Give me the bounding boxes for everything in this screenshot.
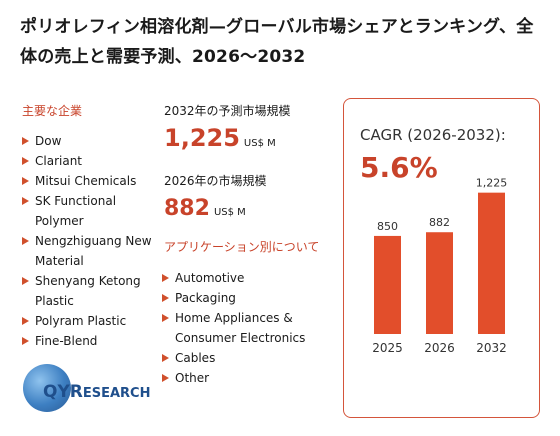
bullet-arrow-icon — [162, 274, 169, 282]
market-2026-unit: US$ M — [213, 207, 246, 218]
company-item: Dow — [22, 131, 157, 151]
cagr-panel: CAGR (2026-2032): 5.6% 850 2025 882 2026 1,2… — [343, 98, 540, 418]
cagr-label: CAGR (2026-2032): — [360, 126, 506, 144]
companies-label: 主要な企業 — [22, 104, 83, 118]
cagr-value: 5.6% — [360, 151, 438, 184]
qyresearch-logo: QYRESEARCH — [23, 364, 173, 414]
company-item-label: Mitsui Chemicals — [35, 174, 137, 188]
company-item: Fine-Blend — [22, 331, 157, 351]
application-item: Home Appliances & Consumer Electronics — [162, 308, 332, 348]
application-item-label: Packaging — [175, 291, 236, 305]
bar-2026 — [426, 232, 453, 334]
bullet-arrow-icon — [22, 317, 29, 325]
company-item: Clariant — [22, 151, 157, 171]
logo-text: QYRESEARCH — [43, 382, 151, 402]
bullet-arrow-icon — [22, 197, 29, 205]
applications-label: アプリケーション別について — [164, 240, 320, 254]
market-2032-unit: US$ M — [243, 138, 276, 149]
bar-value-label: 850 — [377, 220, 398, 233]
application-item: Cables — [162, 348, 332, 368]
application-item: Other — [162, 368, 332, 388]
bullet-arrow-icon — [162, 374, 169, 382]
bullet-arrow-icon — [22, 177, 29, 185]
market-2032-value: 1,225 US$ M — [164, 124, 276, 152]
company-item: Polyram Plastic — [22, 311, 157, 331]
market-2032-caption: 2032年の予測市場規模 — [164, 104, 291, 118]
company-item: Nengzhiguang New Material — [22, 231, 157, 271]
company-item: SK Functional Polymer — [22, 191, 157, 231]
company-list: Dow Clariant Mitsui Chemicals SK Functional… — [22, 131, 157, 351]
globe-icon — [23, 364, 71, 412]
bar-2032 — [478, 192, 505, 334]
x-tick-label: 2025 — [372, 341, 403, 355]
market-2026-number: 882 — [164, 196, 210, 221]
bullet-arrow-icon — [22, 277, 29, 285]
application-item: Automotive — [162, 268, 332, 288]
application-item-label: Home Appliances & Consumer Electronics — [175, 311, 306, 345]
company-item: Shenyang Ketong Plastic — [22, 271, 157, 311]
application-item-label: Cables — [175, 351, 216, 365]
bar-value-label: 882 — [429, 216, 450, 229]
application-item-label: Automotive — [175, 271, 245, 285]
market-2032-number: 1,225 — [164, 124, 240, 152]
company-item-label: Fine-Blend — [35, 334, 98, 348]
bar-2025 — [374, 235, 401, 334]
bullet-arrow-icon — [22, 137, 29, 145]
bullet-arrow-icon — [162, 314, 169, 322]
bullet-arrow-icon — [22, 237, 29, 245]
application-item-label: Other — [175, 371, 210, 385]
bullet-arrow-icon — [162, 294, 169, 302]
market-2026-value: 882 US$ M — [164, 196, 246, 221]
company-item: Mitsui Chemicals — [22, 171, 157, 191]
company-item-label: SK Functional Polymer — [35, 194, 117, 228]
company-item-label: Polyram Plastic — [35, 314, 127, 328]
page-title: ポリオレフィン相溶化剤—グローバル市場シェアとランキング、全体の売上と需要予測、… — [20, 17, 534, 67]
company-item-label: Dow — [35, 134, 62, 148]
application-item: Packaging — [162, 288, 332, 308]
bar-value-label: 1,225 — [476, 177, 508, 190]
bullet-arrow-icon — [162, 354, 169, 362]
x-tick-label: 2026 — [424, 341, 455, 355]
market-2026-caption: 2026年の市場規模 — [164, 174, 267, 188]
bullet-arrow-icon — [22, 157, 29, 165]
x-tick-label: 2032 — [476, 341, 507, 355]
company-item-label: Clariant — [35, 154, 82, 168]
company-item-label: Shenyang Ketong Plastic — [35, 274, 141, 308]
application-list: Automotive Packaging Home Appliances & Con… — [162, 268, 332, 388]
bar-chart: 850 2025 882 2026 1,225 2032 — [372, 177, 508, 355]
company-item-label: Nengzhiguang New Material — [35, 234, 152, 268]
bullet-arrow-icon — [22, 337, 29, 345]
